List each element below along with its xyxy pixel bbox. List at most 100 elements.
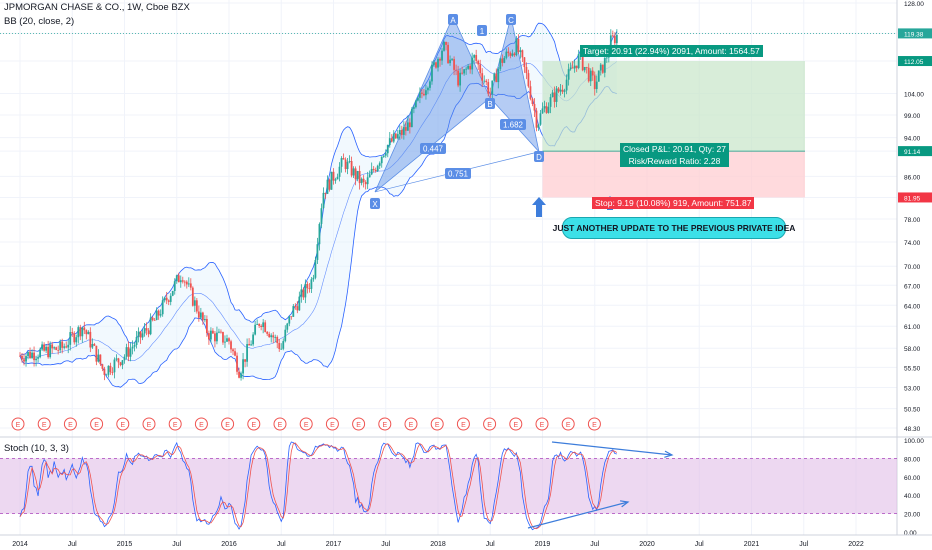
candle-body [503, 57, 506, 63]
candle-body [123, 356, 126, 361]
candle-body [63, 346, 66, 348]
bb-upper [19, 22, 618, 357]
candle-body [131, 346, 134, 349]
candle-body [115, 358, 118, 360]
candle-body [551, 92, 554, 98]
earnings-marker: E [430, 417, 444, 431]
candle-body [77, 327, 80, 338]
price-highlight-box [898, 192, 932, 203]
candle-body [246, 344, 248, 362]
earnings-marker: E [194, 417, 208, 431]
time-tick-label: 2016 [221, 541, 237, 548]
risk-reward-text: Risk/Reward Ratio: 2.28 [628, 156, 721, 166]
candle-body [543, 106, 546, 109]
candle-body [583, 67, 586, 71]
candle-body [549, 97, 552, 107]
arrow-shape [532, 197, 546, 217]
candle-body [525, 67, 528, 74]
earnings-marker: E [247, 417, 261, 431]
price-axis: 128.00 119.38 112.05 104.00 99.00 94.00 91.14 8… [896, 0, 932, 535]
candle-body [332, 171, 335, 181]
earnings-circle [37, 417, 51, 431]
candle-body [370, 168, 373, 175]
candle-body [320, 208, 323, 224]
ratio-text: 1.682 [503, 121, 524, 130]
time-tick-label: 2015 [117, 541, 133, 548]
candle-body [603, 58, 606, 73]
candle-body [455, 69, 457, 71]
candle-body [324, 192, 327, 194]
pattern-point-text: 1 [480, 27, 485, 36]
candle-body [471, 57, 474, 70]
candle-body [187, 283, 190, 285]
time-tick-label: Jul [695, 541, 704, 548]
candle-body [601, 64, 604, 73]
candle-body [591, 70, 594, 76]
earnings-circle [273, 417, 287, 431]
candle-body [342, 158, 345, 160]
stoch-tick-label: 40.00 [904, 493, 921, 500]
candle-body [507, 51, 510, 54]
candle-body [437, 58, 439, 68]
time-tick-label: 2017 [326, 541, 342, 548]
candle-body [39, 349, 41, 358]
pattern-point-box [506, 14, 516, 25]
candle-body [360, 178, 363, 184]
candle-body [408, 122, 411, 128]
candle-body [419, 92, 421, 98]
candle-body [33, 352, 35, 361]
candle-body [382, 155, 385, 157]
earnings-text: E [356, 422, 361, 429]
candle-body [294, 306, 297, 307]
candle-body [81, 327, 84, 337]
candle-body [270, 335, 273, 338]
closed-pnl-label: Closed P&L: 20.91, Qty: 27 Risk/Reward R… [620, 143, 730, 167]
candle-body [177, 275, 180, 283]
earnings-text: E [278, 422, 283, 429]
ratio-box [445, 168, 471, 179]
earnings-circle [483, 417, 497, 431]
earnings-marker: E [483, 417, 497, 431]
candle-body [439, 58, 441, 61]
stoch-indicator-label[interactable]: Stoch (10, 3, 3) [4, 443, 69, 454]
earnings-text: E [409, 422, 414, 429]
arrow-line [551, 441, 673, 456]
candle-body [493, 73, 496, 81]
symbol-title[interactable]: JPMORGAN CHASE & CO., 1W, Cboe BZX [4, 2, 190, 13]
candle-body [571, 67, 574, 69]
candle-body [43, 344, 46, 351]
candle-body [139, 331, 142, 338]
price-tick-label: 99.00 [904, 113, 921, 120]
candle-body [161, 300, 164, 315]
earnings-text: E [382, 422, 387, 429]
candle-body [384, 153, 387, 156]
earnings-text: E [120, 422, 125, 429]
candle-body [593, 75, 596, 90]
candle-body [513, 53, 516, 56]
earnings-circle [194, 417, 208, 431]
price-highlight: 112.05 [898, 56, 932, 67]
candle-body [25, 356, 27, 362]
candle-body [29, 351, 31, 359]
candle-body [469, 65, 472, 70]
candle-body [163, 297, 166, 301]
candle-body [286, 323, 289, 330]
candle-body [414, 100, 417, 108]
candle-body [91, 344, 94, 348]
candle-body [248, 344, 250, 346]
candle-body [57, 349, 60, 351]
candle-body [573, 65, 576, 69]
bb-indicator-label[interactable]: BB (20, close, 2) [4, 16, 75, 27]
candle-body [557, 88, 560, 92]
candle-body [527, 73, 530, 87]
stoch-tick-label: 0.00 [904, 530, 917, 537]
pattern-point-text: D [536, 153, 542, 162]
candle-body [509, 53, 512, 56]
earnings-text: E [513, 422, 518, 429]
candle-body [185, 281, 188, 285]
candle-body [491, 80, 494, 95]
bb-basis [19, 61, 618, 362]
candle-body [113, 359, 116, 373]
candle-body [362, 178, 365, 183]
